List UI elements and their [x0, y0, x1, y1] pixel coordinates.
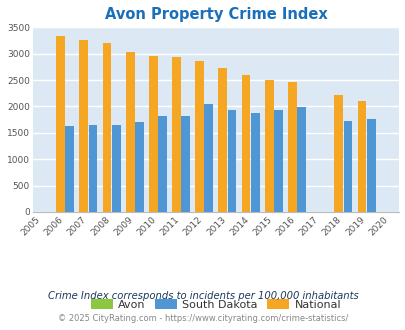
Bar — [195, 60, 204, 212]
Bar — [227, 110, 236, 212]
Bar — [241, 75, 250, 212]
Bar — [357, 101, 366, 212]
Bar — [111, 125, 120, 212]
Text: © 2025 CityRating.com - https://www.cityrating.com/crime-statistics/: © 2025 CityRating.com - https://www.city… — [58, 314, 347, 323]
Legend: Avon, South Dakota, National: Avon, South Dakota, National — [86, 295, 345, 315]
Bar — [366, 119, 375, 212]
Title: Avon Property Crime Index: Avon Property Crime Index — [104, 7, 326, 22]
Bar — [264, 80, 273, 212]
Bar — [79, 40, 88, 212]
Bar — [296, 107, 305, 212]
Bar — [218, 68, 227, 212]
Bar — [134, 122, 143, 212]
Bar — [149, 56, 158, 212]
Bar — [273, 110, 282, 212]
Bar — [65, 126, 74, 212]
Bar — [181, 116, 190, 212]
Bar — [88, 125, 97, 212]
Bar — [334, 95, 342, 212]
Bar — [102, 43, 111, 212]
Bar — [172, 57, 181, 212]
Bar — [287, 82, 296, 212]
Bar — [158, 116, 166, 212]
Bar — [56, 36, 65, 212]
Bar — [126, 51, 134, 212]
Text: Crime Index corresponds to incidents per 100,000 inhabitants: Crime Index corresponds to incidents per… — [47, 291, 358, 301]
Bar — [250, 113, 259, 212]
Bar — [343, 121, 352, 212]
Bar — [204, 104, 213, 212]
